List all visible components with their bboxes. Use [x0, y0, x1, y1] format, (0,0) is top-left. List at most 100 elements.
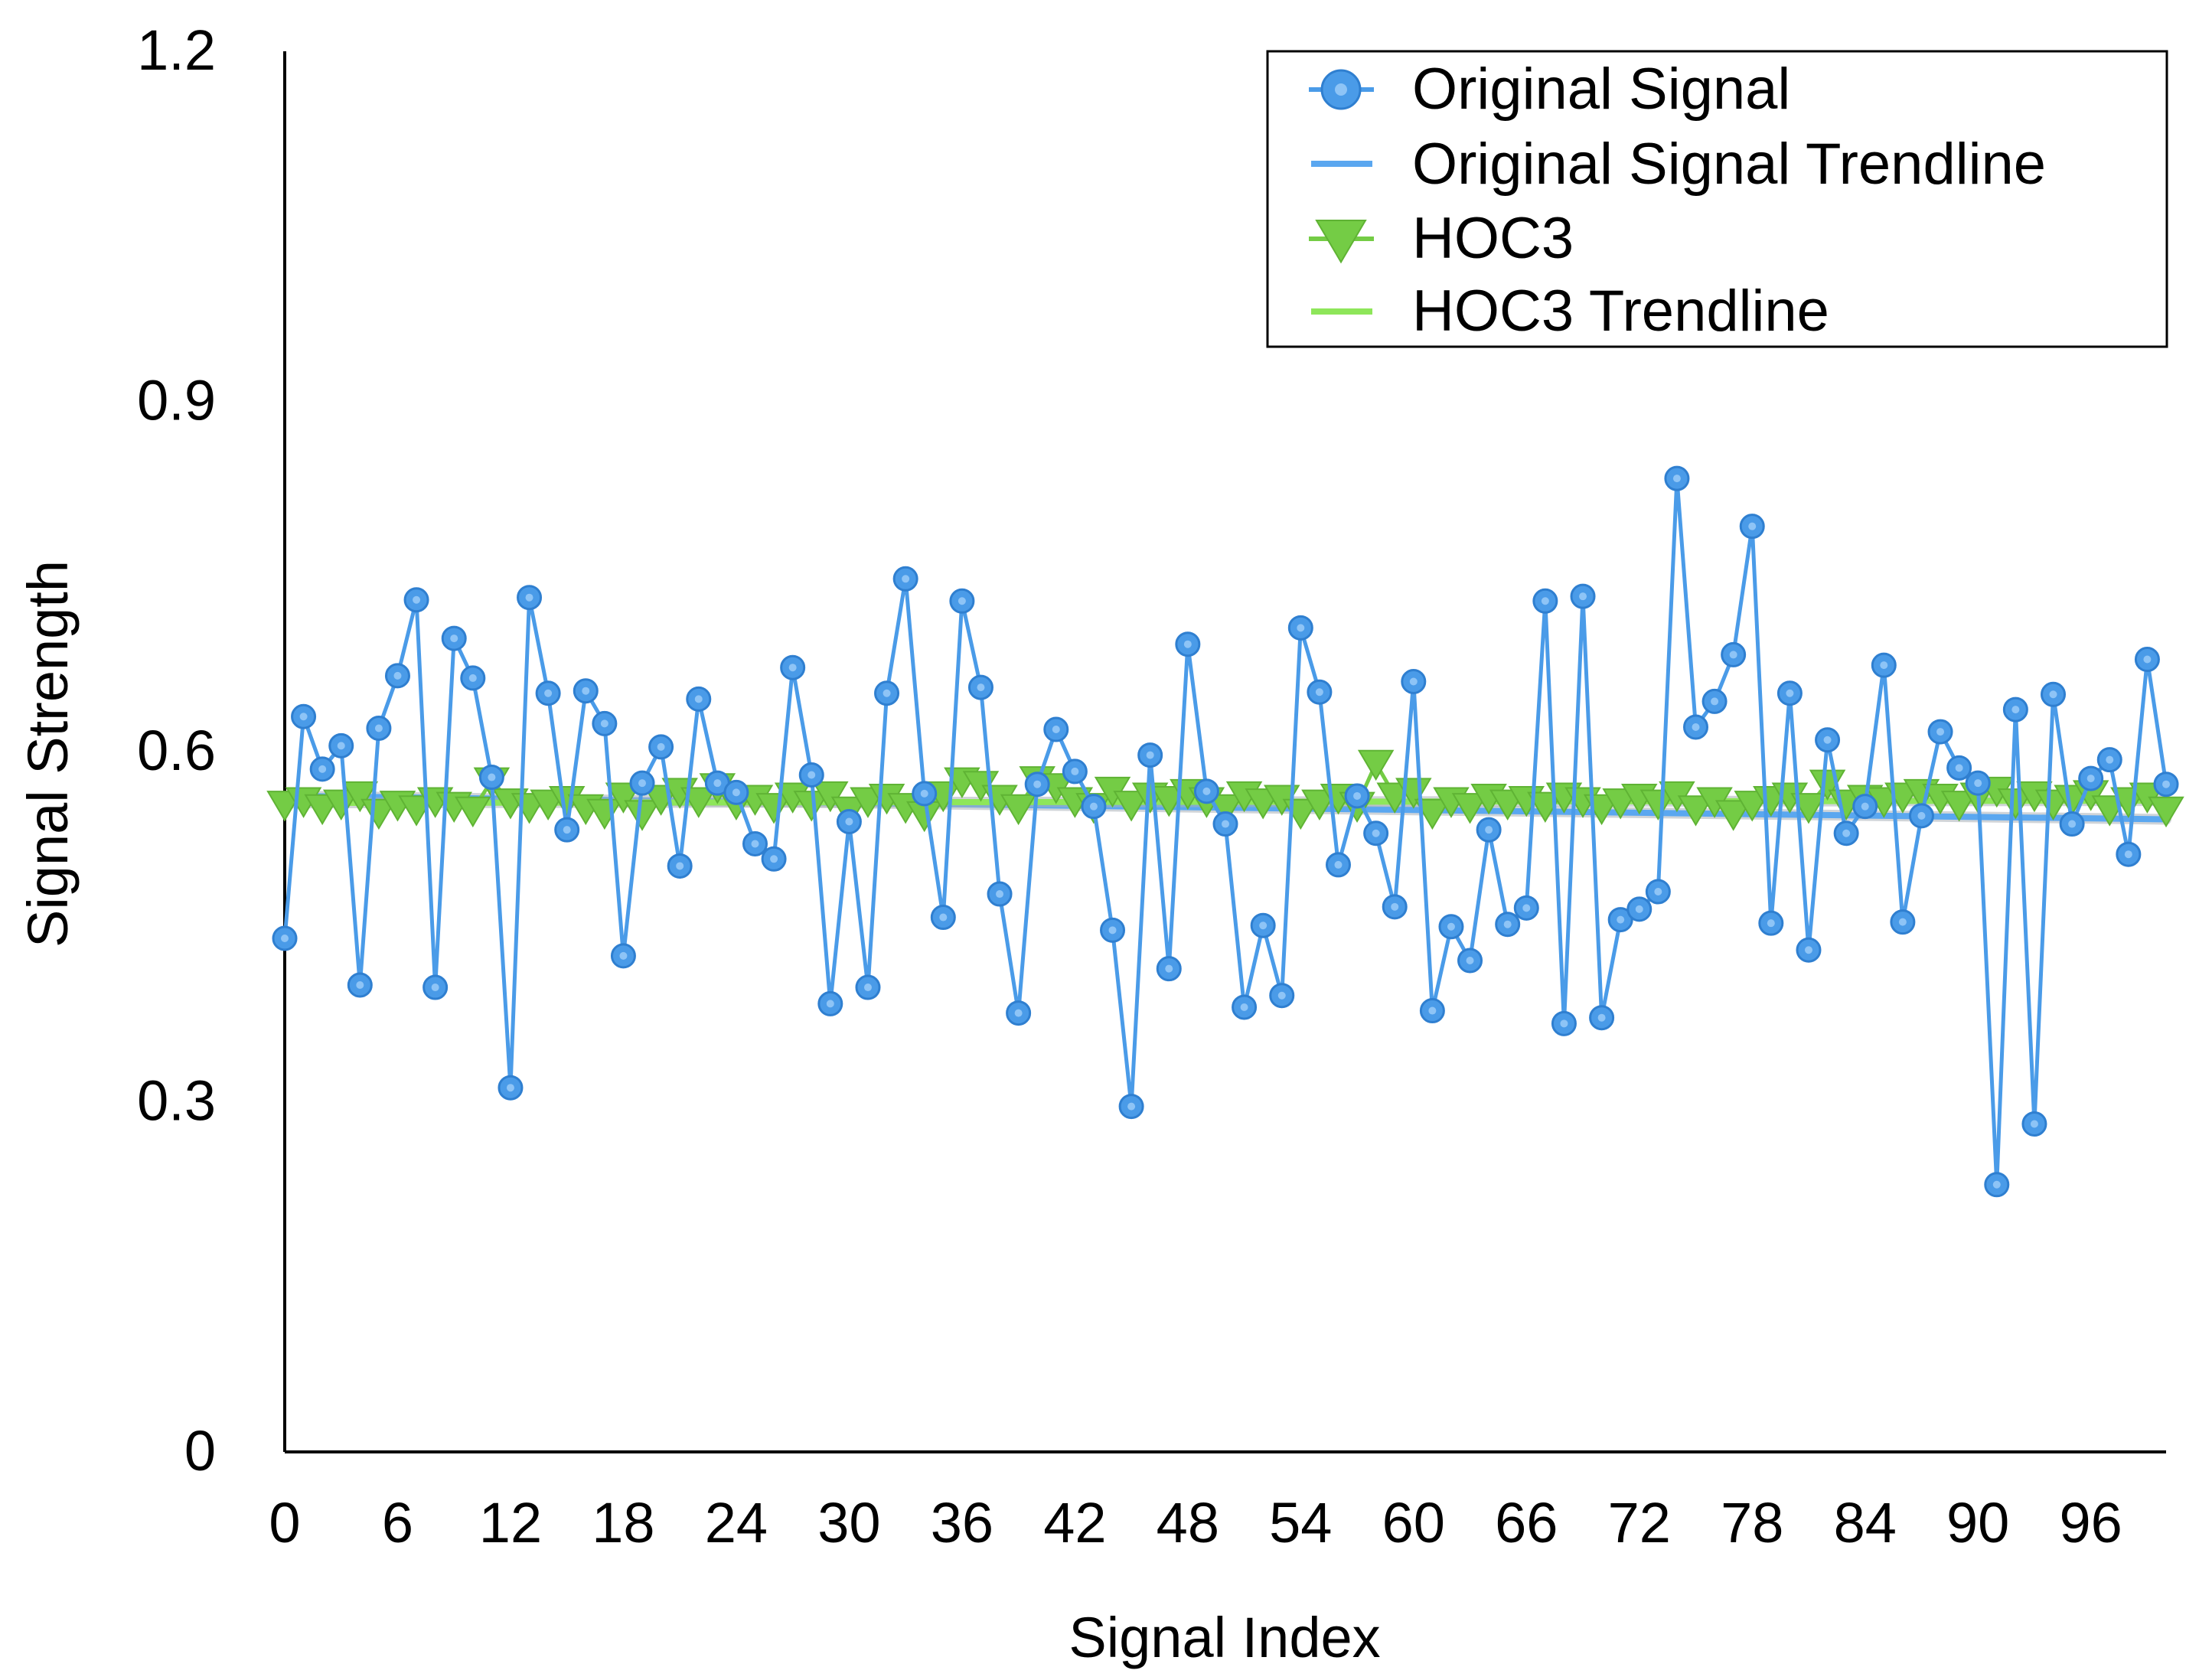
legend-box: [1266, 50, 2168, 348]
hoc3-point-19: [624, 800, 661, 831]
original-signal-point-highlight-3: [337, 742, 345, 750]
hoc3-point-45: [1113, 791, 1150, 822]
original-signal-point-highlight-10: [468, 674, 477, 682]
x-tick-label-60: 60: [1382, 1491, 1445, 1554]
original-signal-point-highlight-6: [393, 671, 402, 680]
original-signal-point-highlight-83: [1842, 829, 1851, 837]
original-signal-point-highlight-45: [1127, 1102, 1136, 1111]
x-axis-title: Signal Index: [1069, 1606, 1380, 1669]
hoc3-point-63: [1451, 793, 1489, 824]
original-signal-point-highlight-58: [1372, 829, 1380, 837]
original-signal-point-highlight-50: [1222, 820, 1229, 828]
original-signal-point-highlight-15: [563, 826, 571, 834]
original-signal-point-highlight-74: [1672, 475, 1681, 483]
original-signal-point-highlight-2: [318, 765, 327, 773]
y-tick-label-1: 0.3: [137, 1069, 216, 1133]
legend-label-hoc3-trendline: HOC3 Trendline: [1412, 279, 1829, 344]
hoc3-point-4: [341, 781, 379, 813]
original-signal-point-highlight-27: [788, 664, 797, 672]
legend-label-original-signal-trendline: Original Signal Trendline: [1412, 132, 2046, 197]
legend: Original Signal Original Signal Trendlin…: [1266, 50, 2168, 348]
hoc3-point-75: [1677, 795, 1715, 827]
original-signal-point-highlight-78: [1748, 522, 1757, 530]
original-signal-point-highlight-17: [600, 719, 608, 728]
x-tick-label-78: 78: [1721, 1491, 1783, 1554]
original-signal-point-highlight-24: [732, 788, 740, 797]
x-tick-label-18: 18: [592, 1491, 654, 1554]
original-signal-point-highlight-0: [281, 935, 289, 942]
original-signal-point-highlight-31: [863, 984, 872, 992]
x-tick-label-42: 42: [1043, 1491, 1106, 1554]
axes-layer: [283, 51, 2166, 1453]
original-signal-point-highlight-39: [1014, 1009, 1023, 1017]
original-signal-point-highlight-28: [807, 771, 816, 779]
y-tick-label-3: 0.9: [137, 369, 216, 432]
legend-label-hoc3: HOC3: [1412, 206, 1574, 271]
hoc3-point-39: [1000, 794, 1037, 826]
hoc3-point-29: [812, 781, 849, 813]
original-signal-point-highlight-37: [977, 683, 985, 692]
original-signal-point-highlight-47: [1165, 964, 1173, 973]
original-signal-point-highlight-4: [356, 981, 364, 989]
original-signal-point-highlight-72: [1635, 905, 1643, 913]
original-signal-point-highlight-61: [1428, 1006, 1437, 1015]
original-signal-point-highlight-84: [1861, 802, 1869, 811]
hoc3-point-58: [1357, 749, 1395, 781]
original-signal-point-highlight-53: [1277, 991, 1286, 1000]
hoc3-point-89: [1940, 791, 1978, 822]
original-signal-point-highlight-67: [1541, 597, 1549, 605]
x-tick-label-6: 6: [382, 1491, 413, 1554]
hoc3-point-92: [1997, 788, 2034, 820]
original-signal-point-highlight-7: [413, 595, 421, 604]
original-signal-point-highlight-66: [1522, 904, 1531, 912]
original-signal-point-highlight-82: [1823, 736, 1832, 744]
legend-item-hoc3: HOC3: [1309, 206, 1574, 271]
hoc3-point-81: [1790, 793, 1827, 824]
original-signal-point-highlight-11: [488, 773, 496, 781]
hoc3-point-73: [1639, 789, 1677, 820]
original-signal-point-highlight-63: [1466, 956, 1474, 964]
original-signal-point-highlight-9: [450, 634, 458, 643]
hoc3-point-18: [605, 782, 642, 814]
original-signal-point-highlight-62: [1447, 922, 1455, 931]
x-tick-label-36: 36: [931, 1491, 993, 1554]
original-signal-point-highlight-18: [619, 951, 628, 960]
original-signal-point-highlight-98: [2124, 850, 2132, 859]
original-signal-point-highlight-71: [1617, 915, 1625, 924]
original-signal-point-highlight-44: [1108, 926, 1117, 935]
hoc3-point-5: [361, 798, 397, 830]
original-signal-point-highlight-68: [1560, 1019, 1568, 1028]
hoc3-point-100: [2148, 796, 2184, 828]
original-signal-point-highlight-42: [1071, 767, 1079, 775]
original-signal-point-highlight-90: [1974, 779, 1982, 788]
original-signal-point-highlight-85: [1880, 661, 1888, 670]
y-axis-title: Signal Strength: [16, 560, 80, 948]
original-signal-point-highlight-97: [2106, 755, 2114, 764]
original-signal-point-highlight-49: [1202, 787, 1211, 795]
original-signal-point-highlight-65: [1503, 920, 1512, 928]
original-signal-point-highlight-35: [939, 913, 948, 922]
original-signal-point-highlight-75: [1692, 723, 1700, 731]
original-signal-point-highlight-40: [1033, 780, 1042, 788]
original-signal-point-highlight-5: [374, 724, 383, 732]
original-signal-point-highlight-30: [845, 817, 853, 826]
original-signal-point-highlight-54: [1297, 624, 1305, 632]
original-signal-point-highlight-23: [713, 779, 722, 788]
original-signal-point-highlight-16: [582, 687, 590, 695]
x-tick-label-90: 90: [1946, 1491, 2009, 1554]
original-signal-point-highlight-76: [1711, 697, 1719, 706]
hoc3-point-55: [1301, 789, 1338, 820]
legend-item-original-signal-trendline: Original Signal Trendline: [1311, 132, 2046, 197]
original-signal-point-highlight-89: [1955, 764, 1963, 772]
original-signal-point-highlight-100: [2162, 780, 2170, 788]
legend-item-original-signal: Original Signal: [1309, 57, 1790, 122]
original-signal-point-highlight-81: [1804, 946, 1812, 954]
original-signal-point-highlight-55: [1315, 688, 1323, 696]
original-signal-point-highlight-96: [2086, 775, 2095, 783]
original-signal-point-highlight-79: [1767, 919, 1775, 928]
original-signal-point-highlight-13: [525, 593, 533, 602]
original-signal-point-highlight-36: [958, 597, 966, 605]
original-signal-point-highlight-34: [920, 789, 928, 798]
